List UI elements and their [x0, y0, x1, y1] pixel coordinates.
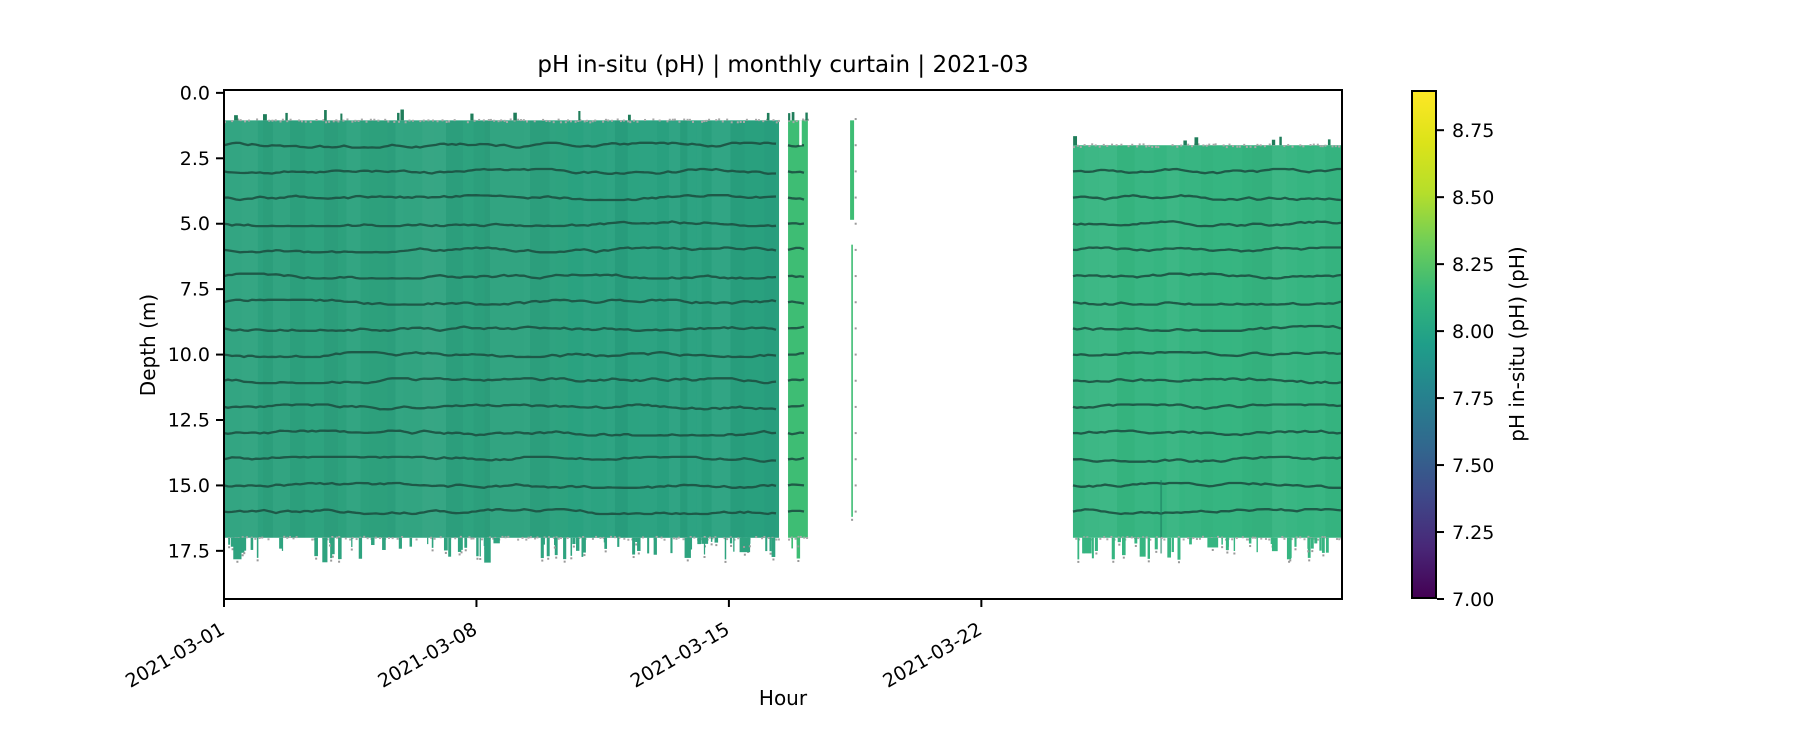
curtain-segment-deployment-1 [223, 109, 780, 563]
colorbar-tick-label: 7.50 [1452, 455, 1494, 477]
colorbar-tick-label: 8.75 [1452, 120, 1494, 142]
x-tick-label: 2021-03-01 [122, 618, 229, 692]
colorbar-tick-label: 8.00 [1452, 321, 1494, 343]
x-tick-label: 2021-03-08 [374, 618, 481, 692]
colorbar-tick-label: 7.00 [1452, 589, 1494, 611]
curtain-segment-deployment-3 [1072, 136, 1343, 564]
x-axis-label: Hour [758, 686, 808, 710]
colorbar-tick-label: 8.50 [1452, 187, 1494, 209]
y-tick-label: 15.0 [168, 475, 210, 497]
chart-title: pH in-situ (pH) | monthly curtain | 2021… [537, 52, 1029, 78]
y-tick-label: 10.0 [168, 344, 210, 366]
y-tick-label: 2.5 [180, 148, 210, 170]
y-tick-label: 12.5 [168, 409, 210, 431]
y-tick-label: 17.5 [168, 540, 210, 562]
colorbar [1411, 90, 1437, 599]
colorbar-tick-label: 7.75 [1452, 388, 1494, 410]
axes-frame [223, 89, 1343, 600]
curtain-segment-deployment-2-short [787, 112, 809, 563]
y-tick-label: 7.5 [180, 279, 210, 301]
colorbar-tick-label: 8.25 [1452, 254, 1494, 276]
curtain-segment-profile-strip [850, 118, 857, 521]
y-tick-label: 0.0 [180, 82, 210, 104]
colorbar-tick-label: 7.25 [1452, 522, 1494, 544]
x-tick-label: 2021-03-15 [627, 618, 734, 692]
x-tick-label: 2021-03-22 [879, 618, 986, 692]
y-tick-label: 5.0 [180, 213, 210, 235]
